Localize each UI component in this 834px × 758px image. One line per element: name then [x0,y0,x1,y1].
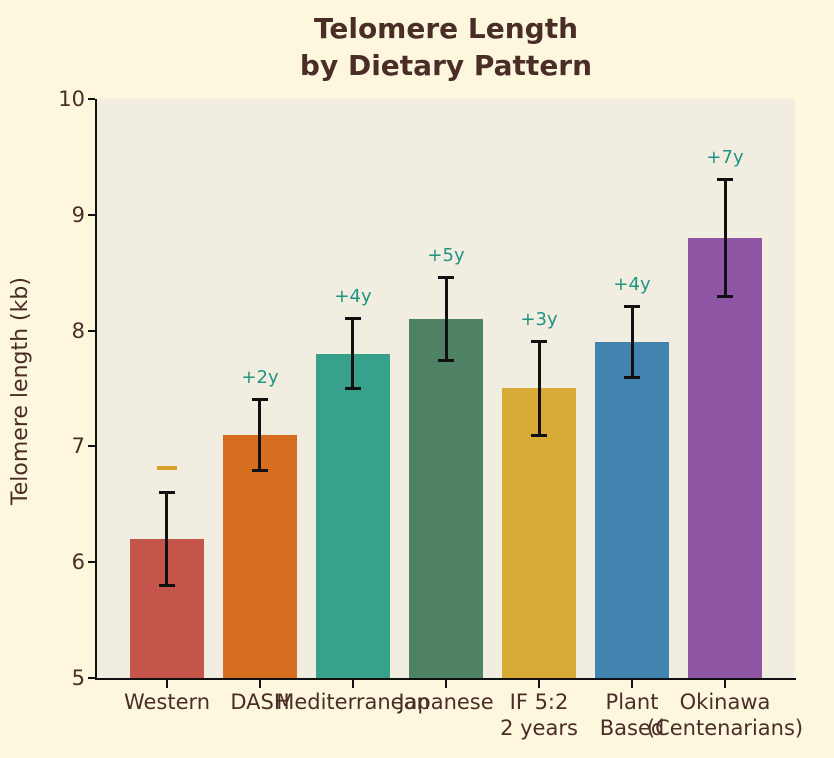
y-axis-label: Telomere length (kb) [8,277,33,505]
y-tick-label-10: 10 [58,87,85,111]
x-tick-label-western: Western [123,690,211,714]
annotation-dash: +2y [241,367,279,388]
errorbar-cap-top-okinawa-centenarians [717,178,733,181]
errorbar-cap-bottom-plant-based [624,376,640,379]
y-tick-10 [88,98,95,100]
x-tick-label-okinawa-centenarians: Okinawa (Centenarians) [646,690,804,740]
errorbar-line-if-5-2-2-years [538,342,541,435]
bar-japanese [409,319,483,678]
y-tick-label-5: 5 [71,666,85,690]
chart-title: Telomere Length by Dietary Pattern [97,10,795,84]
errorbar-line-dash [258,401,261,470]
y-tick-label-9: 9 [71,203,85,227]
marker-dash-western [157,466,177,470]
errorbar-line-japanese [445,279,448,360]
x-tick-okinawa-centenarians [724,680,726,688]
errorbar-line-plant-based [631,308,634,377]
bar-okinawa-centenarians [688,238,762,678]
x-tick-mediterranean [352,680,354,688]
chart-title-line2: by Dietary Pattern [299,49,593,82]
errorbar-cap-bottom-mediterranean [345,387,361,390]
errorbar-cap-top-if-5-2-2-years [531,340,547,343]
bar-plant-based [595,342,669,678]
y-tick-label-8: 8 [71,319,85,343]
bar-dash [223,435,297,678]
x-axis-spine [95,678,796,680]
x-tick-japanese [445,680,447,688]
x-tick-label-mediterranean: Mediterranean [276,690,430,714]
x-tick-dash [259,680,261,688]
bar-mediterranean [316,354,390,678]
x-tick-label-plant-based: Plant Based [599,690,665,740]
errorbar-line-mediterranean [351,319,354,388]
y-tick-label-6: 6 [71,550,85,574]
plot-area: +2y +4y +5y +3y +4y +7y [97,99,795,678]
x-tick-label-dash: DASH [230,690,290,714]
x-tick-western [166,680,168,688]
x-tick-if-5-2-2-years [538,680,540,688]
errorbar-cap-bottom-if-5-2-2-years [531,434,547,437]
x-tick-label-japanese: Japanese [398,690,494,714]
x-tick-plant-based [631,680,633,688]
errorbar-line-western [165,492,168,585]
errorbar-cap-bottom-japanese [438,359,454,362]
annotation-plant-based: +4y [613,274,651,295]
errorbar-cap-top-western [159,491,175,494]
y-tick-5 [88,677,95,679]
y-axis-spine [95,99,97,680]
errorbar-line-okinawa-centenarians [724,180,727,296]
errorbar-cap-top-mediterranean [345,317,361,320]
annotation-okinawa-centenarians: +7y [706,147,744,168]
y-tick-9 [88,214,95,216]
chart-title-line1: Telomere Length [313,12,579,45]
y-tick-7 [88,445,95,447]
annotation-japanese: +5y [427,245,465,266]
y-tick-label-7: 7 [71,434,85,458]
errorbar-cap-top-dash [252,398,268,401]
y-tick-8 [88,330,95,332]
errorbar-cap-bottom-okinawa-centenarians [717,295,733,298]
errorbar-cap-top-plant-based [624,305,640,308]
errorbar-cap-top-japanese [438,276,454,279]
errorbar-cap-bottom-dash [252,469,268,472]
annotation-if-5-2-2-years: +3y [520,309,558,330]
y-tick-6 [88,561,95,563]
annotation-mediterranean: +4y [334,286,372,307]
errorbar-cap-bottom-western [159,584,175,587]
x-tick-label-if-5-2-2-years: IF 5:2 2 years [500,690,578,740]
